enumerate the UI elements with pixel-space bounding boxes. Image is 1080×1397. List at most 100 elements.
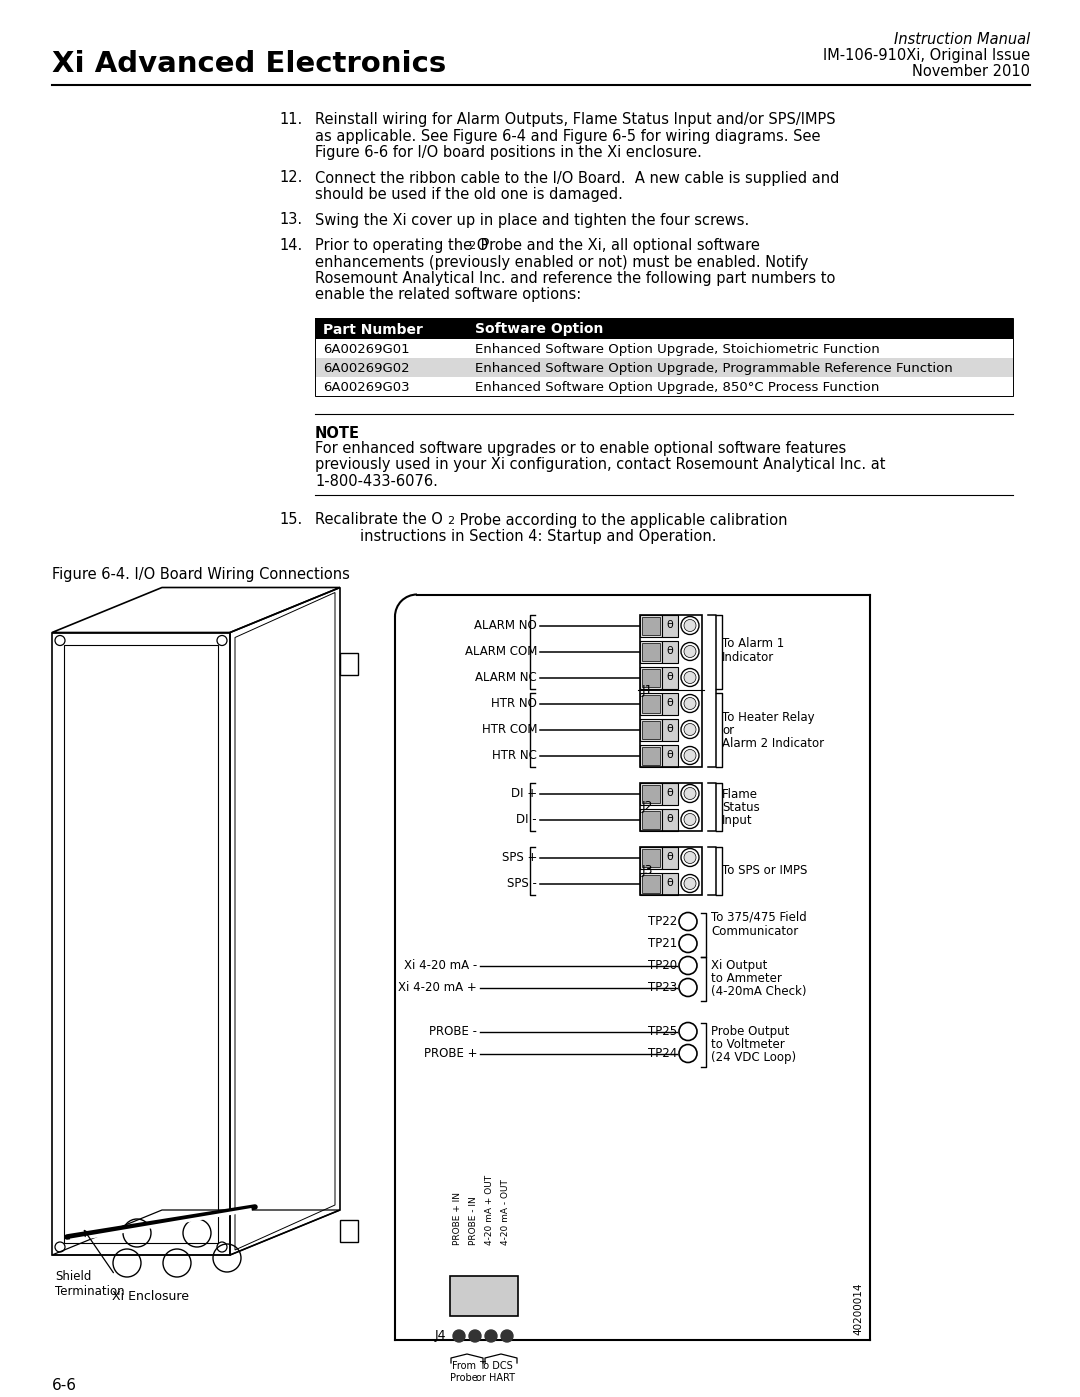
Circle shape bbox=[684, 788, 696, 799]
Text: Swing the Xi cover up in place and tighten the four screws.: Swing the Xi cover up in place and tight… bbox=[315, 212, 750, 228]
Text: HTR COM: HTR COM bbox=[482, 724, 537, 736]
Text: Shield
Termination: Shield Termination bbox=[55, 1270, 124, 1298]
Text: Xi Advanced Electronics: Xi Advanced Electronics bbox=[52, 50, 446, 78]
Text: IM-106-910Xi, Original Issue: IM-106-910Xi, Original Issue bbox=[823, 47, 1030, 63]
Circle shape bbox=[679, 1045, 697, 1063]
Circle shape bbox=[684, 877, 696, 890]
Circle shape bbox=[501, 1330, 513, 1343]
Text: Xi 4-20 mA -: Xi 4-20 mA - bbox=[404, 958, 477, 972]
Text: θ: θ bbox=[666, 879, 673, 888]
Text: PROBE - IN: PROBE - IN bbox=[470, 1196, 478, 1245]
Text: enable the related software options:: enable the related software options: bbox=[315, 288, 581, 303]
Bar bbox=[642, 643, 660, 661]
Text: SPS -: SPS - bbox=[508, 877, 537, 890]
Text: For enhanced software upgrades or to enable optional software features: For enhanced software upgrades or to ena… bbox=[315, 441, 847, 455]
Bar bbox=[640, 745, 662, 767]
Text: PROBE +: PROBE + bbox=[423, 1046, 477, 1060]
Text: Input: Input bbox=[723, 814, 753, 827]
Text: instructions in Section 4: Startup and Operation.: instructions in Section 4: Startup and O… bbox=[360, 529, 716, 543]
Circle shape bbox=[684, 813, 696, 826]
Text: Instruction Manual: Instruction Manual bbox=[894, 32, 1030, 47]
Bar bbox=[642, 721, 660, 739]
Text: 6A00269G02: 6A00269G02 bbox=[323, 362, 409, 374]
Text: should be used if the old one is damaged.: should be used if the old one is damaged… bbox=[315, 187, 623, 203]
Text: θ: θ bbox=[666, 672, 673, 683]
Text: 14.: 14. bbox=[280, 237, 303, 253]
Text: 12.: 12. bbox=[280, 170, 303, 186]
Bar bbox=[662, 718, 678, 740]
Circle shape bbox=[684, 645, 696, 658]
Text: Xi 4-20 mA +: Xi 4-20 mA + bbox=[399, 981, 477, 995]
Text: to Ammeter: to Ammeter bbox=[711, 972, 782, 985]
Text: Connect the ribbon cable to the I/O Board.  A new cable is supplied and: Connect the ribbon cable to the I/O Boar… bbox=[315, 170, 839, 186]
Text: 6A00269G03: 6A00269G03 bbox=[323, 381, 409, 394]
Text: TP20: TP20 bbox=[648, 958, 677, 972]
Circle shape bbox=[679, 978, 697, 996]
Text: θ: θ bbox=[666, 852, 673, 862]
Text: Rosemount Analytical Inc. and reference the following part numbers to: Rosemount Analytical Inc. and reference … bbox=[315, 271, 835, 286]
Text: To 375/475 Field: To 375/475 Field bbox=[711, 909, 807, 923]
Bar bbox=[640, 782, 702, 830]
Bar bbox=[315, 319, 1013, 339]
Circle shape bbox=[684, 724, 696, 735]
Text: Indicator: Indicator bbox=[723, 651, 774, 664]
Text: TP24: TP24 bbox=[648, 1046, 677, 1060]
Text: 1-800-433-6076.: 1-800-433-6076. bbox=[315, 474, 437, 489]
Bar bbox=[662, 745, 678, 767]
Text: J1: J1 bbox=[642, 685, 653, 697]
Circle shape bbox=[684, 672, 696, 683]
Text: November 2010: November 2010 bbox=[912, 64, 1030, 80]
Text: previously used in your Xi configuration, contact Rosemount Analytical Inc. at: previously used in your Xi configuration… bbox=[315, 457, 886, 472]
Text: NOTE: NOTE bbox=[315, 426, 360, 441]
Circle shape bbox=[485, 1330, 497, 1343]
Text: θ: θ bbox=[666, 647, 673, 657]
Bar bbox=[662, 693, 678, 714]
Bar bbox=[662, 809, 678, 830]
Bar bbox=[640, 718, 662, 740]
Text: Probe and the Xi, all optional software: Probe and the Xi, all optional software bbox=[476, 237, 760, 253]
Circle shape bbox=[681, 848, 699, 866]
Circle shape bbox=[681, 669, 699, 686]
Circle shape bbox=[681, 810, 699, 828]
Text: J2: J2 bbox=[642, 800, 653, 813]
Text: (24 VDC Loop): (24 VDC Loop) bbox=[711, 1051, 796, 1065]
Bar bbox=[642, 616, 660, 634]
Circle shape bbox=[681, 616, 699, 634]
Text: as applicable. See Figure 6-4 and Figure 6-5 for wiring diagrams. See: as applicable. See Figure 6-4 and Figure… bbox=[315, 129, 821, 144]
Text: Probe according to the applicable calibration: Probe according to the applicable calibr… bbox=[455, 513, 787, 528]
Text: To Alarm 1: To Alarm 1 bbox=[723, 637, 784, 650]
Text: Alarm 2 Indicator: Alarm 2 Indicator bbox=[723, 738, 824, 750]
Text: HTR NO: HTR NO bbox=[491, 697, 537, 710]
Text: Part Number: Part Number bbox=[323, 323, 423, 337]
Text: θ: θ bbox=[666, 698, 673, 708]
Text: J3: J3 bbox=[642, 863, 653, 877]
Circle shape bbox=[679, 957, 697, 975]
Text: θ: θ bbox=[666, 788, 673, 799]
Circle shape bbox=[684, 619, 696, 631]
Text: Probe Output: Probe Output bbox=[711, 1025, 789, 1038]
Text: 2: 2 bbox=[468, 242, 475, 251]
Text: 6A00269G01: 6A00269G01 bbox=[323, 344, 409, 356]
Bar bbox=[662, 666, 678, 689]
Text: to Voltmeter: to Voltmeter bbox=[711, 1038, 785, 1051]
Bar bbox=[642, 785, 660, 802]
Text: Communicator: Communicator bbox=[711, 925, 798, 937]
Bar bbox=[640, 847, 702, 894]
Text: ALARM NO: ALARM NO bbox=[474, 619, 537, 631]
Text: Figure 6-4. I/O Board Wiring Connections: Figure 6-4. I/O Board Wiring Connections bbox=[52, 567, 350, 583]
Circle shape bbox=[453, 1330, 465, 1343]
Text: (4-20mA Check): (4-20mA Check) bbox=[711, 985, 807, 997]
Text: To SPS or IMPS: To SPS or IMPS bbox=[723, 863, 808, 877]
Text: PROBE -: PROBE - bbox=[429, 1025, 477, 1038]
Text: Recalibrate the O: Recalibrate the O bbox=[315, 513, 443, 528]
Text: Xi Enclosure: Xi Enclosure bbox=[112, 1289, 189, 1303]
Text: ALARM COM: ALARM COM bbox=[464, 645, 537, 658]
Bar bbox=[642, 848, 660, 866]
Bar bbox=[640, 693, 662, 714]
Bar bbox=[662, 640, 678, 662]
Text: From
Probe: From Probe bbox=[450, 1361, 477, 1383]
Text: Flame: Flame bbox=[723, 788, 758, 800]
Text: θ: θ bbox=[666, 620, 673, 630]
Text: Xi Output: Xi Output bbox=[711, 958, 768, 972]
Bar bbox=[640, 847, 662, 869]
